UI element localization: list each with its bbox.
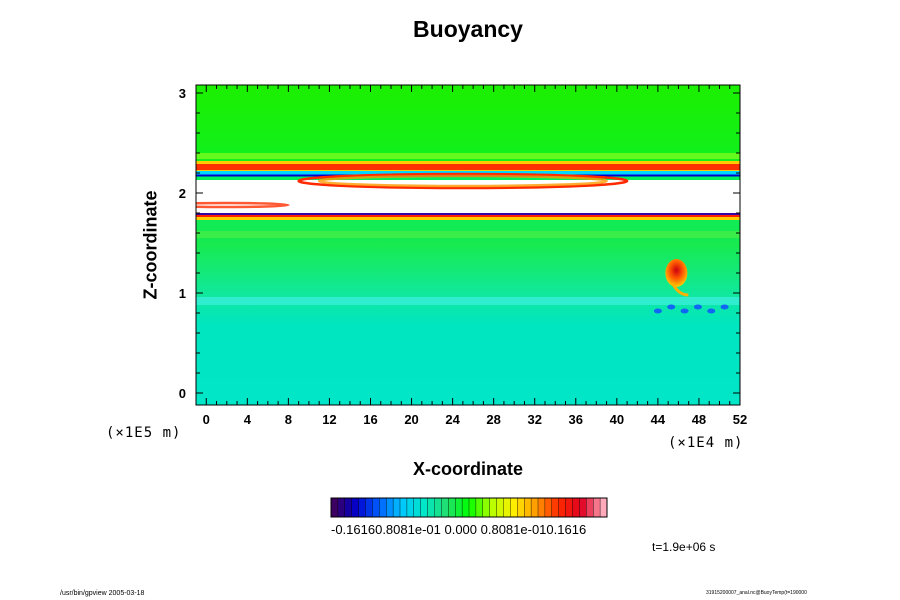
colorbar-cell (351, 497, 360, 518)
x-tick-label: 12 (322, 412, 336, 427)
colorbar-cell (489, 497, 498, 518)
blue-finger (667, 304, 676, 310)
yellow-green-streak (196, 153, 740, 159)
colorbar-cell (503, 497, 511, 518)
colorbar-cell (482, 497, 491, 518)
colorbar-cell (365, 497, 373, 518)
blue-finger (707, 308, 716, 314)
background-gradient (196, 85, 740, 405)
colorbar-cell (392, 497, 401, 518)
colorbar-cell (579, 497, 587, 518)
colorbar-cell (344, 497, 353, 518)
x-tick-label: 48 (692, 412, 706, 427)
colorbar-frame (330, 497, 608, 518)
blue-finger (653, 308, 662, 314)
x-tick-label: 24 (445, 412, 460, 427)
x-tick-label: 52 (733, 412, 747, 427)
colorbar-cell (337, 497, 346, 518)
colorbar-cell (413, 497, 422, 518)
colorbar-cell (496, 497, 505, 518)
colorbar-cell (517, 497, 525, 518)
x-tick-label: 20 (404, 412, 418, 427)
x-tick-label: 4 (244, 412, 252, 427)
x-tick-label: 40 (610, 412, 624, 427)
x-axis-unit: (×1E4 m) (668, 435, 744, 451)
upper-red-band (196, 164, 740, 170)
time-label: t=1.9e+06 s (652, 540, 716, 554)
colorbar-cell (468, 497, 477, 518)
x-tick-label: 28 (486, 412, 500, 427)
x-tick-label: 44 (651, 412, 666, 427)
green-streak (196, 231, 740, 238)
colorbar-cell (586, 497, 594, 518)
x-axis-label: X-coordinate (412, 459, 523, 479)
colorbar (330, 497, 608, 518)
colorbar-labels: -0.16160.8081e-01 0.000 0.8081e-010.1616 (331, 522, 587, 537)
x-tick-label: 8 (285, 412, 292, 427)
colorbar-cell (593, 497, 601, 518)
colorbar-cell (399, 497, 408, 518)
y-axis-label: Z-coordinate (140, 190, 161, 300)
colorbar-cell (530, 497, 539, 518)
y-tick-label: 3 (179, 86, 186, 101)
blue-finger (693, 304, 702, 310)
colorbar-cell (572, 497, 580, 518)
colorbar-cell (524, 497, 532, 518)
colorbar-cell (475, 497, 484, 518)
colorbar-cell (448, 497, 456, 518)
colorbar-cell (537, 497, 546, 518)
y-tick-label: 2 (179, 186, 186, 201)
left-red-contour (196, 201, 290, 209)
colorbar-cell (461, 497, 470, 518)
y-tick-label: 0 (179, 386, 186, 401)
x-tick-label: 0 (203, 412, 210, 427)
colorbar-cell (420, 497, 429, 518)
plume-tail (671, 282, 689, 297)
colorbar-cell (379, 497, 387, 518)
cyan-streak (196, 297, 740, 305)
lower-blue-line (196, 213, 740, 215)
x-tick-label: 32 (527, 412, 541, 427)
footer-right: 31915200007_anal.nc@BuoyTemp(t=190000 (706, 590, 807, 596)
colorbar-cell (551, 497, 560, 518)
heatmap-field (196, 85, 740, 405)
plot-frame (195, 84, 741, 406)
colorbar-cell (441, 497, 449, 518)
thermal-plume (665, 259, 688, 287)
colorbar-cell (565, 497, 573, 518)
colorbar-cell (558, 497, 567, 518)
colorbar-cell (599, 497, 608, 518)
colorbar-cell (455, 497, 463, 518)
colorbar-cell (406, 497, 415, 518)
footer-left: /usr/bin/gpview 2005-03-18 (60, 590, 145, 597)
red-lens-contour (297, 172, 629, 190)
x-tick-label: 16 (363, 412, 377, 427)
y-axis-unit: (×1E5 m) (106, 425, 182, 441)
colorbar-cell (358, 497, 367, 518)
colorbar-cell (427, 497, 436, 518)
colorbar-cell (510, 497, 518, 518)
colorbar-cell (386, 497, 394, 518)
colorbar-cell (372, 497, 380, 518)
blue-finger (680, 308, 689, 314)
colorbar-cell (434, 497, 442, 518)
colorbar-cell (544, 497, 553, 518)
colorbar-cell (330, 497, 339, 518)
y-tick-label: 1 (179, 286, 186, 301)
x-tick-label: 36 (569, 412, 583, 427)
orange-lens-contour (317, 174, 608, 188)
blue-finger (720, 304, 729, 310)
chart-title: Buoyancy (413, 16, 523, 42)
